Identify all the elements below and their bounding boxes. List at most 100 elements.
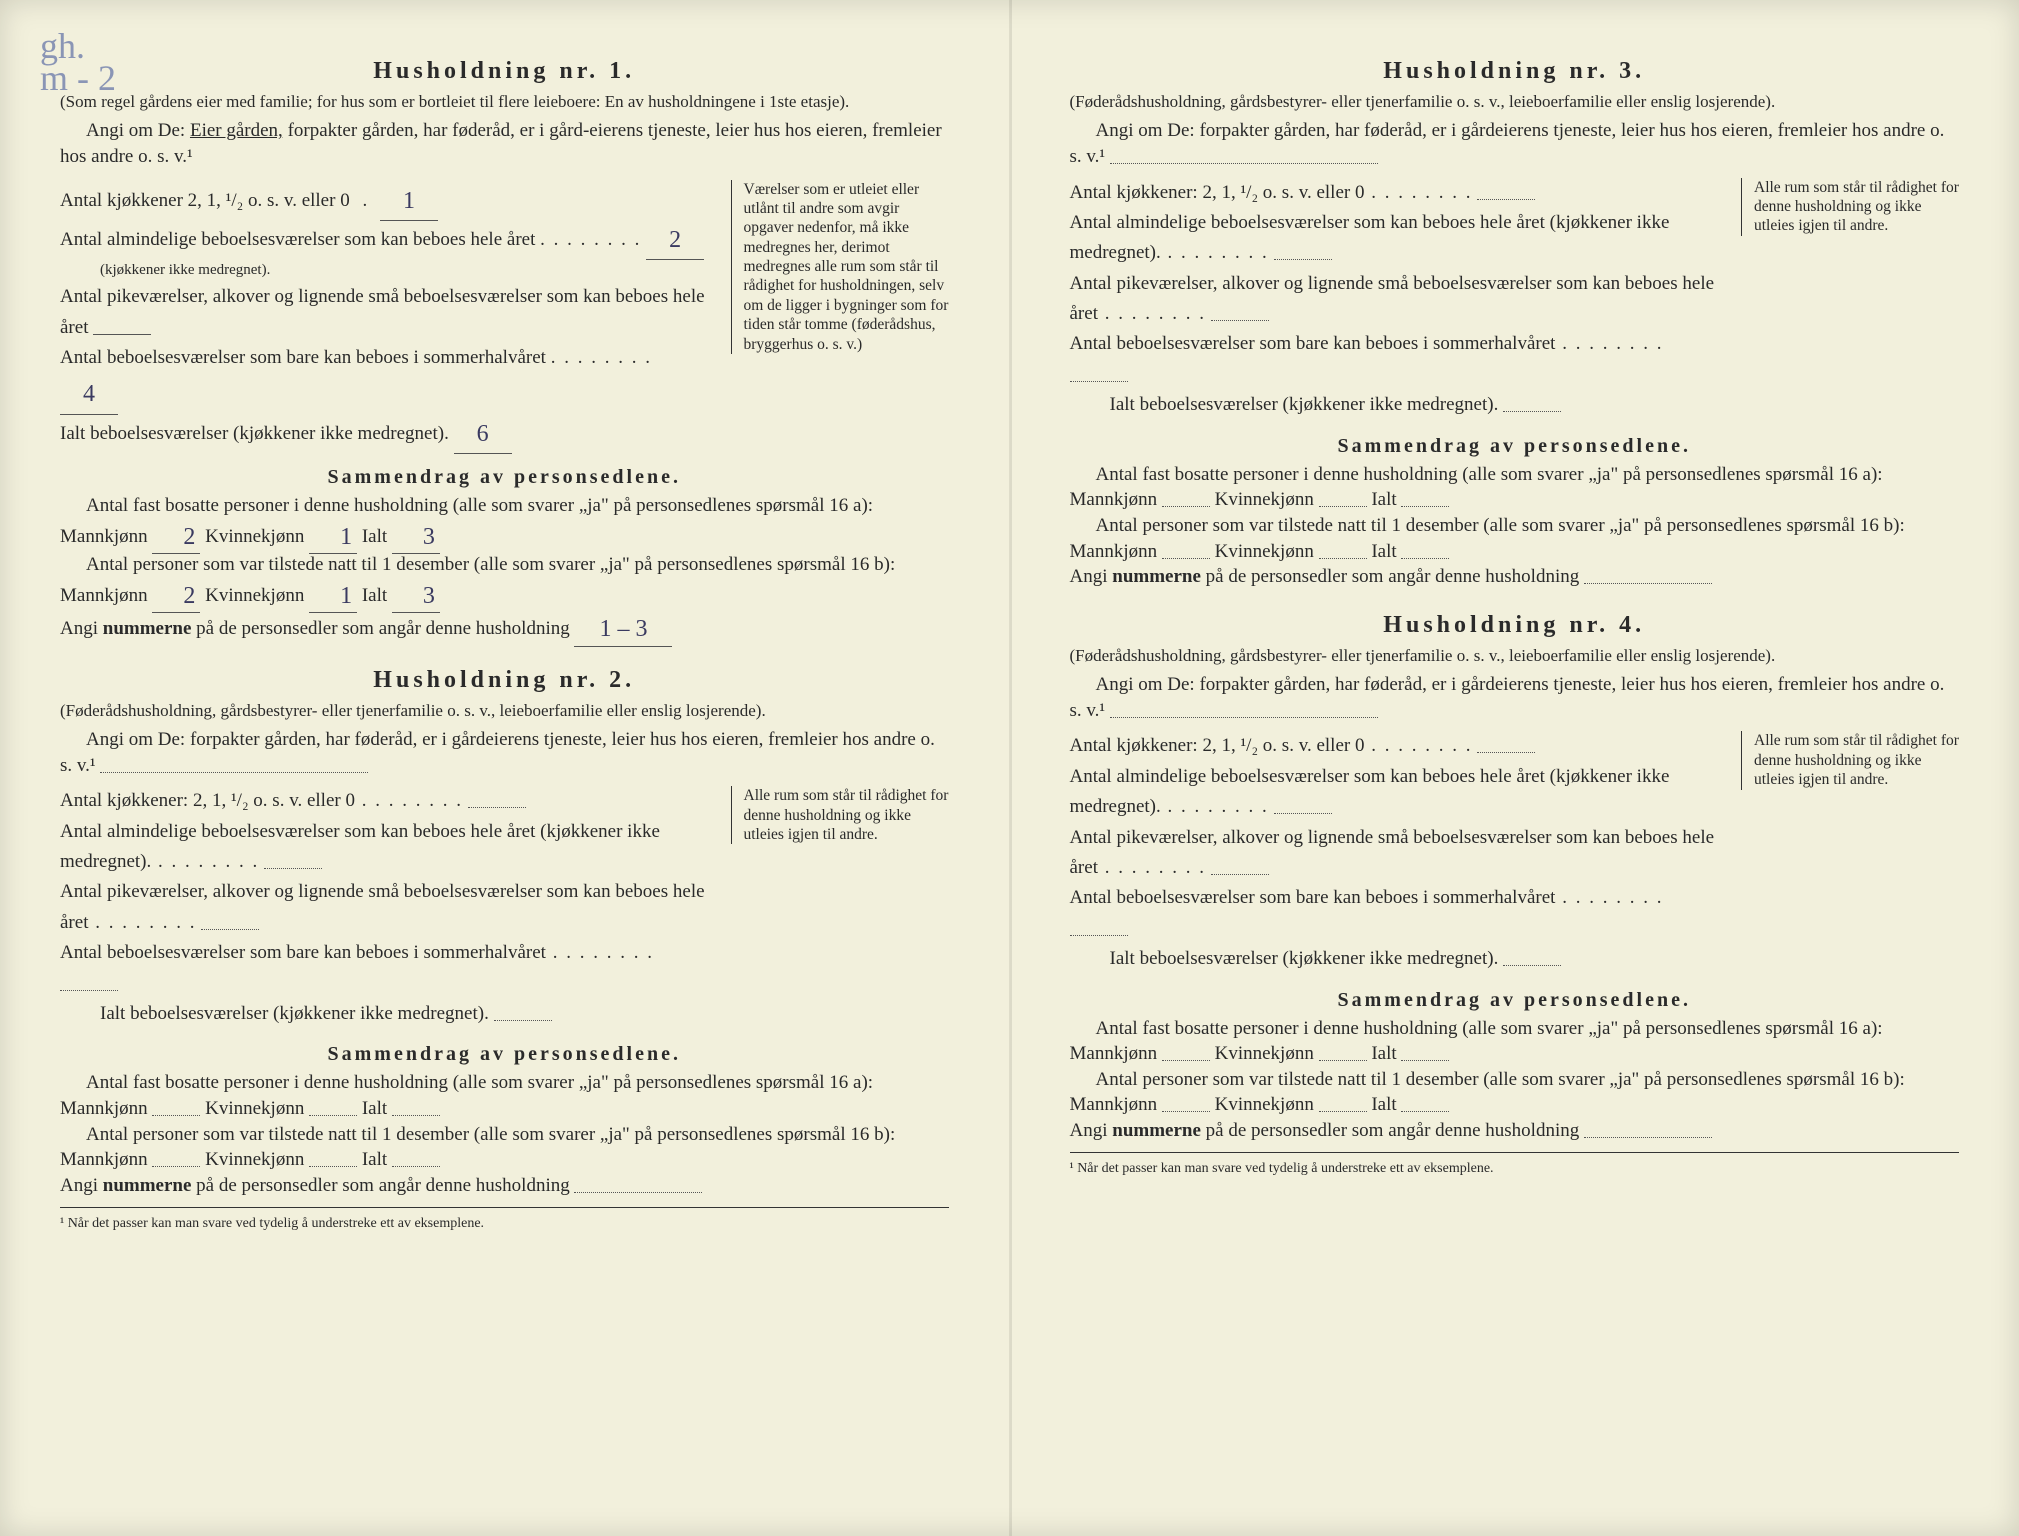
hus4-angi-blank xyxy=(1110,717,1378,718)
hus4-sidenote: Alle rum som står til rådighet for denne… xyxy=(1741,731,1959,789)
hus2-numline: Angi nummerne på de personsedler som ang… xyxy=(60,1173,949,1199)
hus2-p16a-lead: Antal fast bosatte personer i denne hush… xyxy=(60,1072,873,1119)
hus2-val-maidrooms xyxy=(201,929,259,930)
hus1-sammendrag-title: Sammendrag av personsedlene. xyxy=(60,466,949,489)
hus2-val-rooms-year xyxy=(264,868,322,869)
handnote-line2: m - 2 xyxy=(40,62,116,94)
hus2-p16b-ialt xyxy=(392,1166,440,1167)
hus1-p16b: Antal personer som var tilstede natt til… xyxy=(60,552,949,611)
hus3-kv-label-b: Kvinnekjønn xyxy=(1215,541,1314,562)
handwritten-annotation: gh. m - 2 xyxy=(40,30,116,95)
hus4-num-a: Angi xyxy=(1070,1120,1113,1141)
hus4-title: Husholdning nr. 4. xyxy=(1070,612,1960,639)
hus1-q-maidrooms: Antal pikeværelser, alkover og lignende … xyxy=(60,286,705,337)
hus3-num-b: nummerne xyxy=(1112,566,1201,587)
hus3-num-a: Angi xyxy=(1070,566,1113,587)
hus3-val-summer xyxy=(1070,381,1128,382)
hus1-p16a-ialt: 3 xyxy=(392,521,440,554)
hus3-ialt-label-a: Ialt xyxy=(1371,489,1396,510)
hus3-p16a-lead: Antal fast bosatte personer i denne hush… xyxy=(1070,464,1883,511)
hus3-q-kitchens: Antal kjøkkener: 2, 1, ¹/₂ o. s. v. elle… xyxy=(1070,182,1365,203)
hus3-rooms-year-row: Antal almindelige beboelsesværelser som … xyxy=(1070,208,1726,269)
hus1-val-summer: 4 xyxy=(60,375,118,414)
hus2-summer-row: Antal beboelsesværelser som bare kan beb… xyxy=(60,938,715,999)
hus1-val-maidrooms xyxy=(93,334,151,335)
hus4-p16b-m xyxy=(1162,1111,1210,1112)
hus2-p16a-kv xyxy=(309,1115,357,1116)
hus1-maidrooms-row: Antal pikeværelser, alkover og lignende … xyxy=(60,282,715,343)
hus3-q-summer: Antal beboelsesværelser som bare kan beb… xyxy=(1070,333,1556,354)
hus4-p16a-ialt xyxy=(1401,1060,1449,1061)
right-page: Husholdning nr. 3. (Føderådshusholdning,… xyxy=(1010,0,2019,1536)
hus3-kv-label-a: Kvinnekjønn xyxy=(1215,489,1314,510)
right-footnote: ¹ Når det passer kan man svare ved tydel… xyxy=(1070,1161,1960,1177)
hus2-ialt-label-a: Ialt xyxy=(362,1098,387,1119)
hus2-q-total: Ialt beboelsesværelser (kjøkkener ikke m… xyxy=(100,1003,489,1024)
hus4-p16b-ialt xyxy=(1401,1111,1449,1112)
hus4-p16b-lead: Antal personer som var tilstede natt til… xyxy=(1070,1069,1905,1116)
hus3-summer-row: Antal beboelsesværelser som bare kan beb… xyxy=(1070,329,1726,390)
hus2-q-rooms-year: Antal almindelige beboelsesværelser som … xyxy=(60,821,660,872)
hus4-q-rooms-year: Antal almindelige beboelsesværelser som … xyxy=(1070,766,1670,817)
hus3-p16a-kv xyxy=(1319,506,1367,507)
hus1-rooms-year-row: Antal almindelige beboelsesværelser som … xyxy=(60,219,715,282)
hus3-p16b-lead: Antal personer som var tilstede natt til… xyxy=(1070,515,1905,562)
hus2-p16a-m xyxy=(152,1115,200,1116)
hus3-numline: Angi nummerne på de personsedler som ang… xyxy=(1070,564,1960,590)
hus2-maidrooms-row: Antal pikeværelser, alkover og lignende … xyxy=(60,877,715,938)
hus1-ialt-label-a: Ialt xyxy=(362,526,387,547)
hus1-kitchens-row: Antal kjøkkener 2, 1, ¹/₂ o. s. v. eller… xyxy=(60,180,715,219)
hus3-title: Husholdning nr. 3. xyxy=(1070,58,1960,85)
hus4-ialt-label-b: Ialt xyxy=(1371,1094,1396,1115)
hus1-title: Husholdning nr. 1. xyxy=(60,58,949,85)
hus4-paren: (Føderådshusholdning, gårdsbestyrer- ell… xyxy=(1070,645,1960,666)
hus3-ialt-label-b: Ialt xyxy=(1371,541,1396,562)
hus3-q-rooms-year: Antal almindelige beboelsesværelser som … xyxy=(1070,212,1670,263)
hus4-num-c: på de personsedler som angår denne husho… xyxy=(1201,1120,1579,1141)
hus1-p16a-kv: 1 xyxy=(309,521,357,554)
hus3-paren: (Føderådshusholdning, gårdsbestyrer- ell… xyxy=(1070,91,1960,112)
hus1-summer-row: Antal beboelsesværelser som bare kan beb… xyxy=(60,343,715,413)
hus4-p16b: Antal personer som var tilstede natt til… xyxy=(1070,1067,1960,1118)
hus2-angi-text: Angi om De: forpakter gården, har føderå… xyxy=(60,729,935,776)
hus1-q-kitchens: Antal kjøkkener 2, 1, ¹/₂ o. s. v. eller… xyxy=(60,190,350,211)
hus1-val-total: 6 xyxy=(454,415,512,454)
hus1-p16a: Antal fast bosatte personer i denne hush… xyxy=(60,493,949,552)
hus2-p16b: Antal personer som var tilstede natt til… xyxy=(60,1122,949,1173)
hus3-p16a-m xyxy=(1162,506,1210,507)
right-footnote-rule xyxy=(1070,1152,1960,1153)
hus1-num-b: nummerne xyxy=(103,618,192,639)
left-footnote: ¹ Når det passer kan man svare ved tydel… xyxy=(60,1216,949,1232)
hus4-q-total: Ialt beboelsesværelser (kjøkkener ikke m… xyxy=(1110,948,1499,969)
hus2-angi: Angi om De: forpakter gården, har føderå… xyxy=(60,727,949,778)
hus4-val-summer xyxy=(1070,935,1128,936)
hus2-p16a: Antal fast bosatte personer i denne hush… xyxy=(60,1070,949,1121)
hus2-kv-label-b: Kvinnekjønn xyxy=(205,1149,304,1170)
hus4-p16a-m xyxy=(1162,1060,1210,1061)
hus4-q-kitchens: Antal kjøkkener: 2, 1, ¹/₂ o. s. v. elle… xyxy=(1070,735,1365,756)
left-page: Husholdning nr. 1. (Som regel gårdens ei… xyxy=(0,0,1010,1536)
hus1-val-rooms-year: 2 xyxy=(646,221,704,260)
hus4-p16a-lead: Antal fast bosatte personer i denne hush… xyxy=(1070,1018,1883,1065)
hus4-kitchens-row: Antal kjøkkener: 2, 1, ¹/₂ o. s. v. elle… xyxy=(1070,731,1726,761)
hus1-kv-label-b: Kvinnekjønn xyxy=(205,585,304,606)
hus3-val-kitchens xyxy=(1477,199,1535,200)
hus2-p16b-m xyxy=(152,1166,200,1167)
hus2-val-summer xyxy=(60,990,118,991)
hus1-num-c: på de personsedler som angår denne husho… xyxy=(191,618,569,639)
hus1-sub-rooms-year: (kjøkkener ikke medregnet). xyxy=(60,258,715,282)
hus1-num-a: Angi xyxy=(60,618,103,639)
hus3-p16b: Antal personer som var tilstede natt til… xyxy=(1070,513,1960,564)
hus4-val-total xyxy=(1503,965,1561,966)
census-form-sheet: gh. m - 2 Husholdning nr. 1. (Som regel … xyxy=(0,0,2019,1536)
hus3-angi: Angi om De: forpakter gården, har føderå… xyxy=(1070,118,1960,169)
hus2-rooms-year-row: Antal almindelige beboelsesværelser som … xyxy=(60,817,715,878)
hus2-sammendrag-title: Sammendrag av personsedlene. xyxy=(60,1043,949,1066)
hus1-num-val: 1 – 3 xyxy=(574,613,672,646)
hus1-sidenote: Værelser som er utleiet eller utlånt til… xyxy=(731,180,949,354)
hus2-angi-blank xyxy=(100,772,368,773)
hus1-angi-underlined: Eier gården, xyxy=(190,120,283,141)
hus1-val-kitchens: 1 xyxy=(380,182,438,221)
hus3-kitchens-row: Antal kjøkkener: 2, 1, ¹/₂ o. s. v. elle… xyxy=(1070,178,1726,208)
hus2-sidenote: Alle rum som står til rådighet for denne… xyxy=(731,786,949,844)
